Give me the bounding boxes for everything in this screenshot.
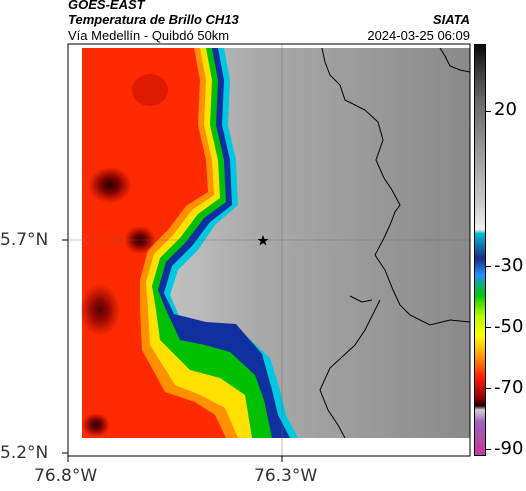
x-tick-label: 76.8°W — [34, 466, 98, 486]
y-tick-label: 5.7°N — [0, 230, 49, 250]
cold-patch — [132, 74, 168, 106]
colorbar-label: -50 — [494, 316, 524, 337]
colorbar-tick — [486, 111, 491, 112]
colorbar-tick — [486, 266, 491, 267]
star-marker — [257, 235, 269, 246]
cold-patch — [80, 284, 120, 336]
y-tick-label: 5.2°N — [0, 443, 49, 463]
colorbar-label: -30 — [494, 255, 524, 276]
agency-label: SIATA — [432, 12, 470, 27]
colorbar-tick — [486, 327, 491, 328]
colorbar-tick — [486, 449, 491, 450]
colorbar-label: 20 — [494, 99, 517, 120]
region-subtitle: Vía Medellín - Quibdó 50km — [68, 28, 230, 43]
colorbar-label: -90 — [494, 438, 524, 459]
product-title: Temperatura de Brillo CH13 — [68, 12, 239, 27]
colorbar — [474, 44, 486, 456]
colorbar-tick — [486, 388, 491, 389]
boundary-line — [321, 47, 471, 326]
boundary-line — [349, 295, 373, 303]
boundary-line — [439, 47, 471, 73]
boundary-line — [319, 299, 381, 439]
cold-patch — [82, 413, 110, 437]
satellite-title: GOES-EAST — [68, 0, 145, 12]
timestamp-label: 2024-03-25 06:09 — [367, 28, 470, 43]
x-tick-label: 76.3°W — [254, 466, 318, 486]
cold-patch — [88, 167, 132, 203]
colorbar-label: -70 — [494, 377, 524, 398]
